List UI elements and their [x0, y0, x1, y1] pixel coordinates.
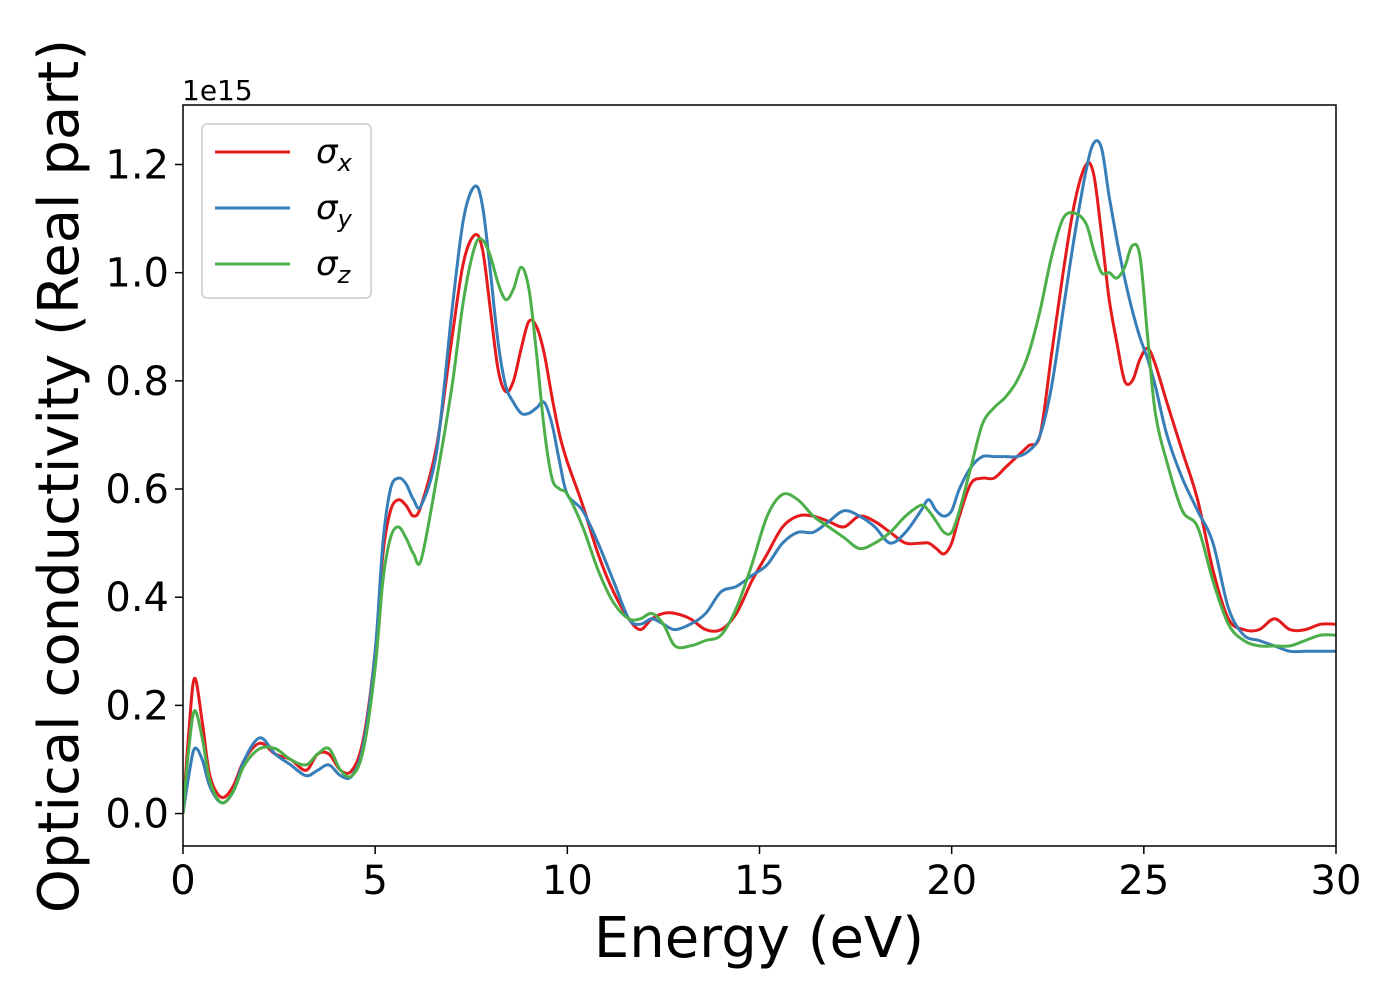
y-tick-label: 0.4 — [105, 575, 169, 621]
legend-label: σz — [316, 244, 352, 289]
series-line-y — [183, 139, 1336, 814]
legend-subscript: y — [337, 205, 353, 233]
legend-symbol: σ — [316, 244, 339, 284]
x-tick-label: 25 — [1118, 858, 1169, 904]
x-axis-label: Energy (eV) — [594, 906, 924, 971]
legend-symbol: σ — [316, 188, 339, 228]
y-tick-label: 1.0 — [105, 251, 169, 297]
x-tick-label: 0 — [170, 858, 195, 904]
x-axis: 0 5 10 15 20 25 30 — [170, 846, 1361, 904]
y-offset-label: 1e15 — [182, 74, 253, 107]
series-layer — [183, 139, 1336, 814]
legend-box — [201, 123, 372, 299]
y-tick-label: 0.6 — [105, 467, 169, 513]
legend-subscript: z — [337, 261, 352, 289]
y-tick-label: 1.2 — [105, 142, 169, 188]
y-tick-label: 0.0 — [105, 792, 169, 838]
legend-label: σy — [316, 188, 353, 233]
series-line-z — [183, 211, 1336, 814]
x-tick-label: 20 — [926, 858, 977, 904]
y-tick-label: 0.8 — [105, 359, 169, 405]
x-tick-label: 30 — [1311, 858, 1362, 904]
y-axis: 0.0 0.2 0.4 0.6 0.8 1.0 1.2 — [105, 142, 183, 838]
y-tick-label: 0.2 — [105, 683, 169, 729]
y-axis-label: Optical conductivity (Real part) — [27, 39, 92, 913]
x-tick-label: 10 — [542, 858, 593, 904]
legend-label: σx — [316, 132, 353, 177]
legend-subscript: x — [337, 149, 353, 177]
x-tick-label: 5 — [362, 858, 387, 904]
legend-symbol: σ — [316, 132, 339, 172]
x-tick-label: 15 — [734, 858, 785, 904]
